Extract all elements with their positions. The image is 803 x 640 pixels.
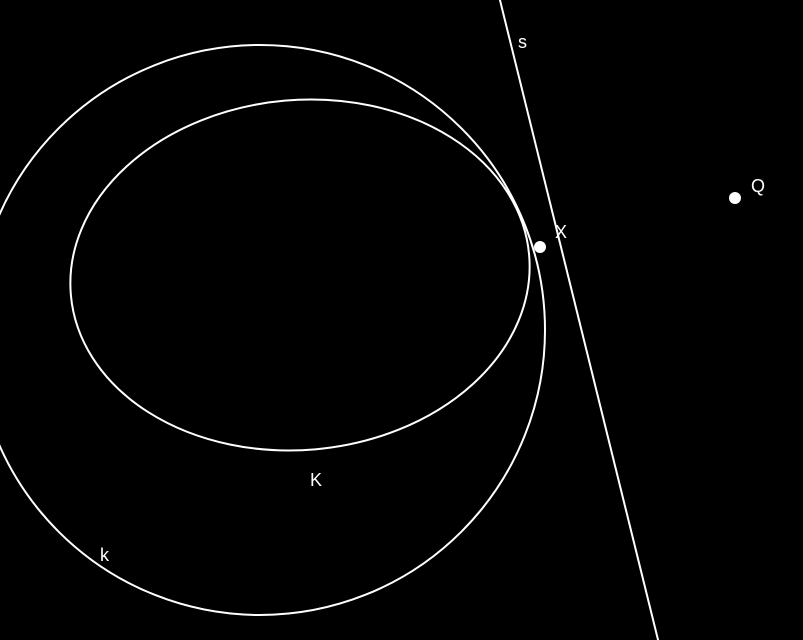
diagram-svg — [0, 0, 803, 640]
label-X: X — [555, 222, 567, 243]
circle-k — [0, 45, 545, 615]
label-s: s — [518, 32, 527, 53]
label-K: K — [310, 470, 322, 491]
line-s — [495, 0, 663, 640]
point-Q — [729, 192, 741, 204]
label-k: k — [100, 545, 109, 566]
point-X — [534, 241, 546, 253]
label-Q: Q — [751, 176, 765, 197]
